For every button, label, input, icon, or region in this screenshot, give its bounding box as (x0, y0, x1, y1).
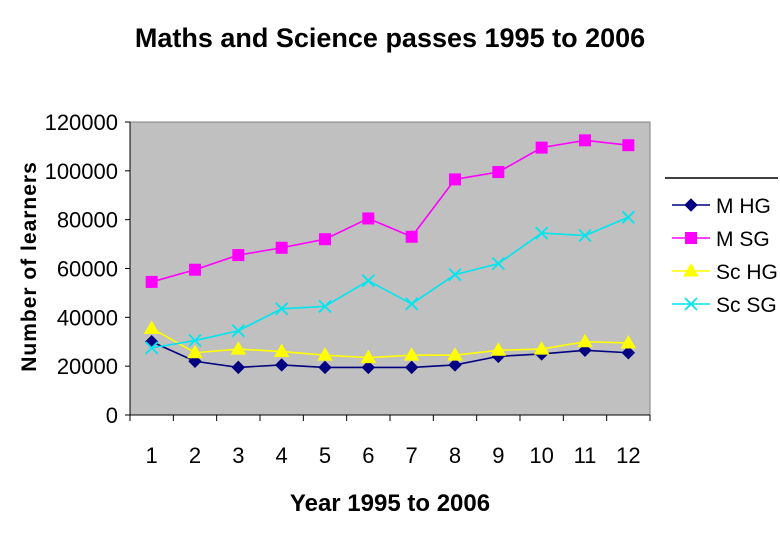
data-point (361, 274, 375, 288)
data-point (361, 360, 376, 375)
data-point (360, 349, 377, 364)
data-point (189, 263, 201, 276)
data-point (362, 212, 375, 225)
data-point (490, 342, 507, 356)
x-tick-label: 7 (406, 443, 418, 468)
data-point (404, 360, 419, 375)
x-tick-label: 8 (449, 443, 461, 468)
data-point (275, 241, 288, 254)
data-point (318, 299, 332, 313)
legend-marker (684, 198, 698, 212)
data-point (447, 347, 463, 361)
data-point (578, 343, 592, 358)
y-tick-label: 40000 (57, 305, 118, 330)
data-point (187, 344, 203, 359)
y-tick-label: 20000 (57, 354, 118, 379)
data-point (620, 334, 637, 349)
series-sc-sg (145, 210, 635, 355)
data-point (491, 256, 505, 271)
data-point (273, 343, 290, 358)
legend-label: M SG (716, 228, 770, 251)
x-tick-label: 11 (574, 443, 597, 468)
data-point (319, 233, 331, 246)
data-point (231, 360, 246, 375)
x-tick-label: 5 (319, 443, 331, 468)
plot-area (129, 121, 651, 416)
legend-marker (683, 263, 699, 277)
x-tick-label: 12 (616, 443, 640, 468)
data-point (318, 360, 332, 375)
data-point (535, 226, 549, 240)
data-point (231, 324, 245, 338)
legend-item: Sc SG (672, 294, 777, 317)
legend: M HG M SG Sc HG Sc SG (665, 177, 778, 317)
y-tick-label: 120000 (45, 110, 118, 135)
x-axis: 1 2 3 4 5 6 7 8 9 10 11 12 (129, 414, 651, 468)
legend-label: M HG (716, 195, 771, 218)
data-point (577, 333, 593, 348)
data-point (492, 166, 505, 179)
x-axis-label: Year 1995 to 2006 (290, 490, 490, 517)
data-point (317, 347, 333, 361)
legend-item: Sc HG (672, 261, 778, 284)
legend-label: Sc HG (716, 261, 778, 284)
data-point (621, 210, 635, 224)
data-point (188, 333, 202, 348)
x-tick-label: 4 (276, 443, 288, 468)
legend-marker (684, 297, 698, 311)
data-point (145, 275, 158, 288)
chart-title: Maths and Science passes 1995 to 2006 (135, 23, 645, 53)
data-point (448, 358, 462, 372)
y-tick-label: 80000 (57, 208, 118, 233)
y-tick-label: 100000 (45, 159, 118, 184)
data-point (230, 341, 247, 355)
series-line (151, 341, 629, 369)
data-point (188, 354, 202, 368)
data-point (403, 347, 420, 361)
x-tick-label: 6 (362, 443, 374, 468)
y-tick-label: 60000 (57, 257, 118, 282)
legend-label: Sc SG (716, 294, 777, 317)
data-point (448, 267, 462, 282)
x-tick-label: 1 (146, 443, 158, 468)
legend-item: M SG (672, 228, 770, 251)
data-point (622, 139, 635, 152)
x-tick-label: 10 (529, 443, 553, 468)
data-point (232, 249, 245, 262)
data-point (274, 358, 289, 372)
data-point (449, 173, 461, 186)
y-axis: 0 20000 40000 60000 80000 100000 120000 (45, 110, 131, 428)
legend-item: M HG (672, 195, 771, 218)
series-line (151, 139, 629, 283)
legend-marker (685, 232, 697, 244)
series-m-sg (145, 134, 635, 288)
series-sc-hg (143, 320, 637, 364)
data-point (579, 134, 591, 147)
data-point (621, 346, 636, 360)
x-tick-label: 9 (492, 443, 504, 468)
data-point (405, 297, 419, 311)
data-point (275, 302, 289, 316)
series-line (151, 327, 629, 359)
data-point (533, 341, 550, 355)
data-point (535, 141, 548, 154)
y-axis-label: Number of learners (18, 161, 41, 372)
data-point (578, 228, 592, 243)
data-point (143, 320, 160, 334)
x-tick-label: 3 (232, 443, 244, 468)
data-point (145, 341, 159, 355)
x-tick-label: 2 (189, 443, 201, 468)
series-line (151, 216, 629, 349)
y-tick-label: 0 (106, 403, 118, 428)
series-layer (143, 134, 637, 375)
data-point (405, 230, 418, 243)
